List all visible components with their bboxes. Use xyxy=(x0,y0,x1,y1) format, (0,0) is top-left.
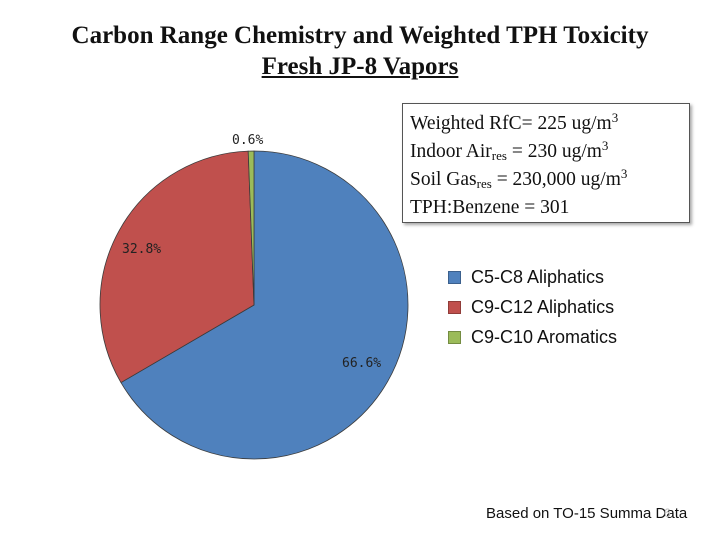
footnote: Based on TO-15 Summa Data xyxy=(486,505,688,522)
pie-slice-c5-c8 xyxy=(120,150,409,460)
legend-item-c9-c12: C9-C12 Aliphatics xyxy=(448,292,617,322)
slice-label-c5-c8: 66.6% xyxy=(342,356,382,371)
slice-label-c9-c12: 32.8% xyxy=(122,242,162,257)
legend-swatch-green xyxy=(448,330,461,344)
info-line-tph-benzene: TPH:Benzene = 301 xyxy=(410,197,570,218)
legend-swatch-red xyxy=(448,300,461,314)
title-line-1: Carbon Range Chemistry and Weighted TPH … xyxy=(71,22,649,49)
pie-slice-aromatics xyxy=(247,150,255,306)
info-line-soil-gas: Soil Gasres = 230,000 ug/m3 xyxy=(410,166,628,191)
chart-legend: C5-C8 Aliphatics C9-C12 Aliphatics C9-C1… xyxy=(448,262,617,352)
page-number: 6 xyxy=(664,506,671,520)
pie-slice-c9-c12 xyxy=(99,150,255,384)
info-line-indoor-air: Indoor Airres = 230 ug/m3 xyxy=(410,138,609,163)
pie-slices xyxy=(99,150,409,460)
legend-item-c5-c8: C5-C8 Aliphatics xyxy=(448,262,617,292)
slice-label-aromatics: 0.6% xyxy=(232,133,264,148)
slide-title: Carbon Range Chemistry and Weighted TPH … xyxy=(0,20,720,82)
info-line-rfc: Weighted RfC= 225 ug/m3 xyxy=(410,110,619,134)
title-line-2: Fresh JP-8 Vapors xyxy=(261,53,459,80)
legend-swatch-blue xyxy=(448,270,461,284)
legend-item-aromatics: C9-C10 Aromatics xyxy=(448,322,617,352)
toxicity-info-box: Weighted RfC= 225 ug/m3 Indoor Airres = … xyxy=(402,103,690,223)
